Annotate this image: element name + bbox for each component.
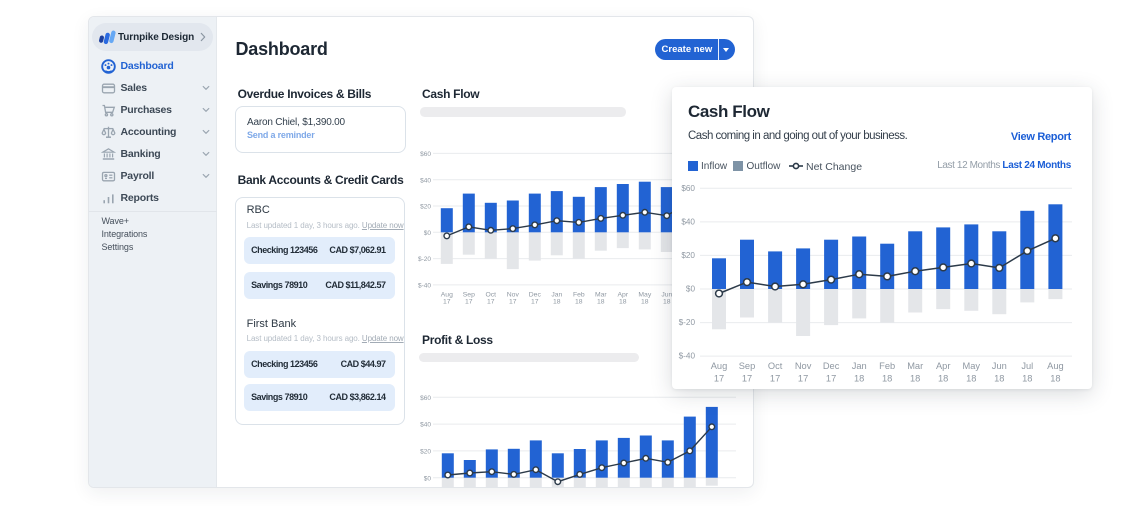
svg-text:Dec: Dec (823, 361, 840, 371)
svg-text:17: 17 (487, 299, 495, 306)
svg-text:$-20: $-20 (418, 256, 431, 263)
svg-text:Jun: Jun (661, 292, 672, 299)
svg-text:17: 17 (714, 374, 724, 384)
svg-text:17: 17 (465, 299, 473, 306)
svg-text:Dec: Dec (529, 292, 542, 299)
svg-text:Sep: Sep (463, 292, 475, 299)
svg-text:Jul: Jul (1021, 361, 1033, 371)
svg-text:18: 18 (663, 299, 671, 306)
svg-text:18: 18 (597, 299, 605, 306)
svg-text:Mar: Mar (907, 361, 923, 371)
svg-text:$20: $20 (420, 204, 431, 211)
svg-text:Aug: Aug (1047, 361, 1064, 371)
svg-text:Feb: Feb (879, 361, 895, 371)
svg-text:18: 18 (553, 299, 561, 306)
svg-text:17: 17 (798, 374, 808, 384)
svg-text:Oct: Oct (486, 292, 497, 299)
svg-text:$60: $60 (681, 184, 695, 193)
svg-text:Apr: Apr (618, 292, 629, 299)
svg-text:17: 17 (826, 374, 836, 384)
svg-text:17: 17 (770, 374, 780, 384)
svg-text:$40: $40 (681, 218, 695, 227)
svg-text:$20: $20 (420, 449, 431, 456)
svg-text:$0: $0 (424, 475, 432, 482)
svg-text:18: 18 (575, 299, 583, 306)
svg-text:Sep: Sep (739, 361, 756, 371)
svg-text:18: 18 (1050, 374, 1060, 384)
svg-text:18: 18 (966, 374, 976, 384)
svg-text:$-40: $-40 (679, 352, 696, 361)
svg-text:$-40: $-40 (418, 283, 431, 290)
svg-text:18: 18 (641, 299, 649, 306)
svg-text:$0: $0 (424, 230, 432, 237)
svg-text:$40: $40 (420, 422, 431, 429)
svg-text:18: 18 (910, 374, 920, 384)
svg-text:May: May (963, 361, 981, 371)
svg-text:Jan: Jan (551, 292, 562, 299)
svg-text:17: 17 (531, 299, 539, 306)
svg-text:$60: $60 (420, 151, 431, 158)
svg-text:18: 18 (882, 374, 892, 384)
svg-text:17: 17 (742, 374, 752, 384)
svg-text:May: May (638, 292, 651, 299)
svg-text:Nov: Nov (507, 292, 520, 299)
svg-text:Nov: Nov (795, 361, 812, 371)
svg-text:18: 18 (994, 374, 1004, 384)
svg-text:$60: $60 (420, 395, 431, 402)
svg-text:Apr: Apr (936, 361, 950, 371)
svg-text:Aug: Aug (441, 292, 453, 299)
svg-text:17: 17 (443, 299, 451, 306)
svg-text:Mar: Mar (595, 292, 607, 299)
svg-text:$0: $0 (686, 285, 696, 294)
svg-text:Oct: Oct (768, 361, 783, 371)
svg-text:Feb: Feb (573, 292, 585, 299)
svg-text:18: 18 (938, 374, 948, 384)
svg-text:18: 18 (619, 299, 627, 306)
svg-text:18: 18 (854, 374, 864, 384)
svg-text:$-20: $-20 (679, 318, 696, 327)
svg-text:Jan: Jan (852, 361, 867, 371)
svg-text:$40: $40 (420, 177, 431, 184)
svg-text:17: 17 (509, 299, 517, 306)
svg-text:18: 18 (1022, 374, 1032, 384)
svg-text:$20: $20 (681, 251, 695, 260)
svg-text:Jun: Jun (992, 361, 1007, 371)
svg-text:Aug: Aug (711, 361, 728, 371)
